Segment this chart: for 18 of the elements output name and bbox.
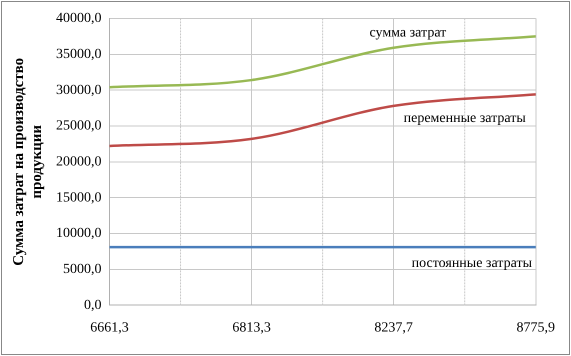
y-tick-label: 10000,0 [56,226,102,242]
y-tick-label: 35000,0 [56,46,102,62]
y-tick-label: 15000,0 [56,190,102,206]
series-label: постоянные затраты [412,256,533,271]
x-tick-label: 8775,9 [516,320,555,336]
y-tick-label: 25000,0 [56,118,102,134]
y-axis-title: Сумма затрат на производство продукции [10,58,45,266]
series-label: сумма затрат [369,25,446,40]
y-tick-label: 5000,0 [63,262,102,278]
y-tick-label: 0,0 [84,298,102,313]
series-label: переменные затраты [404,110,526,126]
x-tick-label: 8237,7 [374,320,413,336]
y-tick-label: 20000,0 [56,154,102,170]
x-tick-label: 6661,3 [90,320,129,336]
y-tick-label: 40000,0 [56,11,102,26]
line-series [108,93,537,148]
y-tick-label: 30000,0 [56,82,102,98]
x-tick-label: 6813,3 [232,320,271,336]
